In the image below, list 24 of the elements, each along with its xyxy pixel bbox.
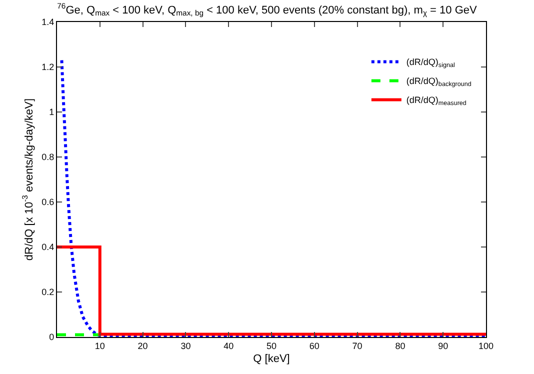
x-axis-title: Q [keV] bbox=[253, 353, 290, 365]
x-tick-label: 60 bbox=[309, 340, 320, 351]
legend-label: (dR/dQ)$_{background}$ bbox=[406, 76, 472, 88]
y-tick-label: 1.2 bbox=[42, 62, 54, 72]
x-tick-label: 100 bbox=[478, 340, 494, 351]
x-tick-label: 30 bbox=[180, 340, 191, 351]
x-tick-label: 80 bbox=[395, 340, 406, 351]
x-tick-label: 40 bbox=[224, 340, 234, 351]
line-series bbox=[60, 58, 486, 337]
x-tick-label: 10 bbox=[94, 340, 105, 351]
y-tick-label: 0.4 bbox=[42, 242, 54, 252]
y-tick-label: 1 bbox=[49, 107, 54, 118]
y-tick-label: 0.2 bbox=[42, 287, 54, 298]
x-tick-label: 50 bbox=[266, 340, 277, 351]
legend-label: (dR/dQ)$_{signal}$ bbox=[406, 57, 455, 70]
legend-label: (dR/dQ)$_{measured}$ bbox=[406, 95, 467, 108]
chart-title: $^{76}$Ge, Q$_{max}$ < 100 keV, Q$_{max, bg}$ < 100 keV, 500 events (20% constant bg), m$_{χ}$ = 10 GeV bbox=[57, 2, 478, 18]
x-tick-label: 20 bbox=[138, 340, 148, 351]
y-tick-label: 0.8 bbox=[42, 152, 54, 162]
x-tick-label: 70 bbox=[352, 340, 362, 351]
y-tick-label: 0 bbox=[49, 332, 54, 342]
y-tick-label: 1.4 bbox=[42, 17, 54, 28]
x-tick-label: 90 bbox=[438, 340, 448, 351]
y-tick-label: 0.6 bbox=[42, 197, 54, 208]
